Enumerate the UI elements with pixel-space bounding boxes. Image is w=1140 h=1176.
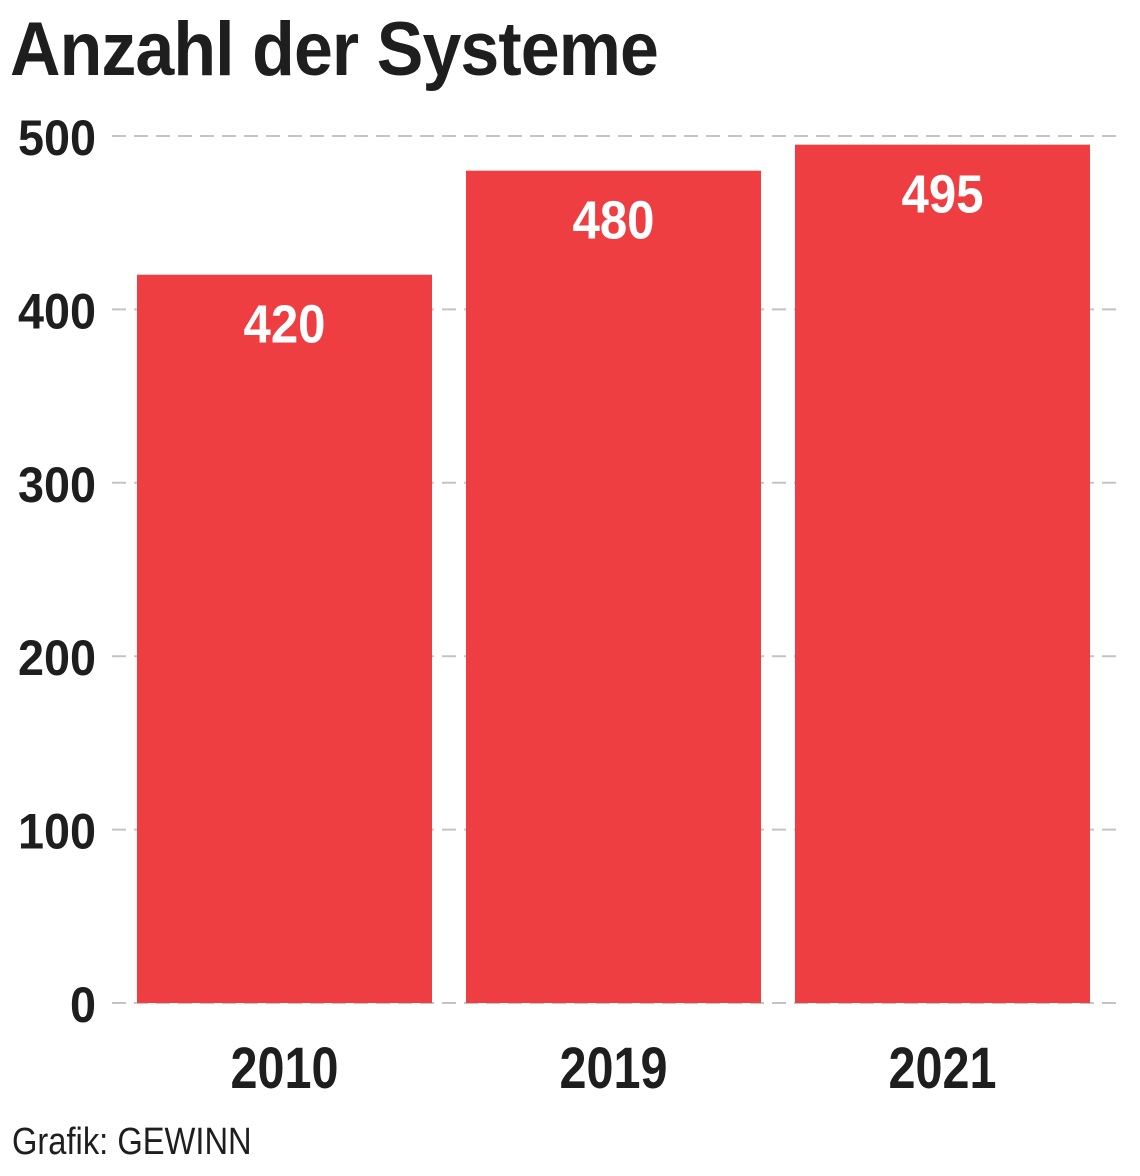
x-tick-label: 2019 [560,1036,668,1101]
bar [466,170,761,1003]
bar [137,274,432,1004]
y-tick-label: 400 [18,283,96,339]
y-axis-ticks: 0 100 200 300 400 500 [18,110,96,1033]
x-tick-label: 2021 [889,1036,997,1101]
x-axis-ticks: 2010 2019 2021 [231,1036,997,1101]
bar-value-label: 420 [244,295,326,355]
bar-value-label: 495 [902,165,984,225]
bar [795,144,1090,1004]
y-tick-label: 300 [18,457,96,513]
bars [137,144,1090,1004]
y-tick-label: 500 [18,110,96,166]
x-tick-label: 2010 [231,1036,339,1101]
chart-title: Anzahl der Systeme [10,7,659,92]
y-tick-label: 0 [70,977,96,1033]
y-tick-label: 200 [18,630,96,686]
bar-value-labels: 420 480 495 [244,165,984,355]
y-tick-label: 100 [18,804,96,860]
bar-value-label: 480 [573,191,655,251]
source-credit: Grafik: GEWINN [12,1121,252,1163]
